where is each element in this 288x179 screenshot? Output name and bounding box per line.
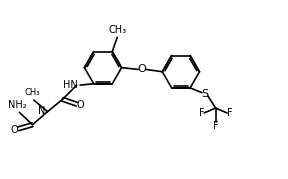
Text: N: N xyxy=(38,106,45,116)
Text: S: S xyxy=(202,89,209,99)
Text: O: O xyxy=(76,100,84,110)
Text: F: F xyxy=(198,108,204,118)
Text: CH₃: CH₃ xyxy=(25,88,40,97)
Text: HN: HN xyxy=(63,80,78,90)
Text: O: O xyxy=(138,64,146,74)
Text: CH₃: CH₃ xyxy=(108,25,126,35)
Text: F: F xyxy=(227,108,233,118)
Text: O: O xyxy=(11,125,18,135)
Text: F: F xyxy=(213,121,218,131)
Text: NH₂: NH₂ xyxy=(8,100,26,110)
